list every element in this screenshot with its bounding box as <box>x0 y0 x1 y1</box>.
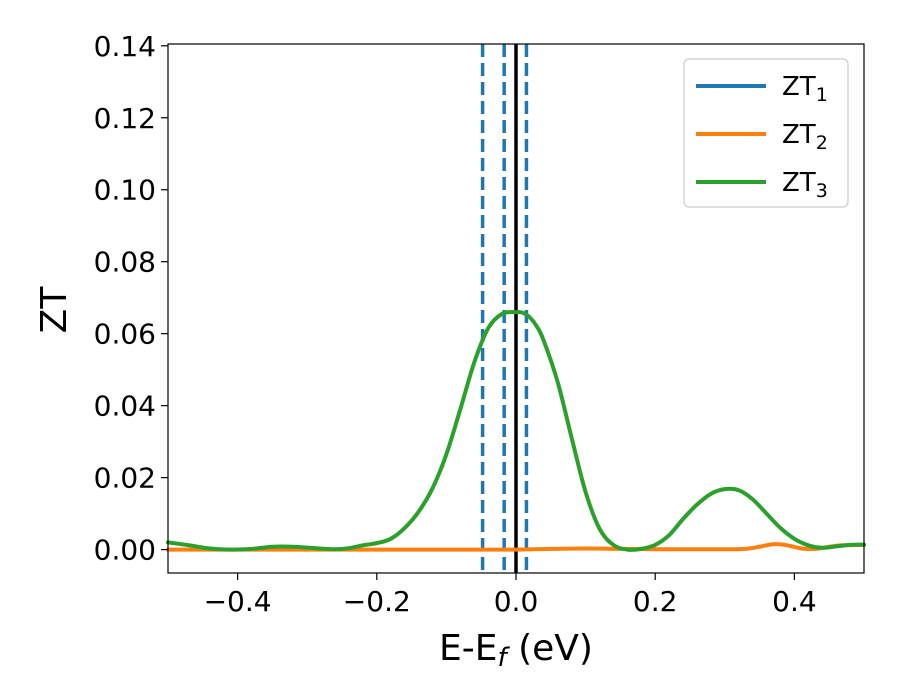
x-axis: −0.4 −0.2 0.0 0.2 0.4 <box>204 573 817 618</box>
y-tick-label: 0.06 <box>94 318 156 351</box>
x-tick-label: 0.4 <box>772 585 817 618</box>
x-tick-label: 0.0 <box>494 585 539 618</box>
y-tick-label: 0.04 <box>94 390 156 423</box>
series-line-3 <box>166 310 866 552</box>
legend-label-sub: 3 <box>816 180 828 202</box>
legend-label-sub: 2 <box>816 132 828 154</box>
x-axis-title: E-Ef (eV) <box>439 628 593 673</box>
x-tick-label: −0.4 <box>204 585 272 618</box>
y-tick-label: 0.14 <box>94 30 156 63</box>
y-tick-label: 0.02 <box>94 462 156 495</box>
y-axis-title: ZT <box>34 286 75 334</box>
series-lines <box>166 310 866 552</box>
x-tick-label: −0.2 <box>343 585 411 618</box>
y-axis: 0.00 0.02 0.04 0.06 0.08 0.10 0.12 0.14 <box>94 30 168 567</box>
y-tick-label: 0.12 <box>94 102 156 135</box>
legend-label-main: ZT <box>782 72 816 102</box>
legend-label-main: ZT <box>782 120 816 150</box>
legend-label-3: ZT3 <box>782 168 828 202</box>
legend-label-2: ZT2 <box>782 120 828 154</box>
reference-lines <box>480 44 529 573</box>
x-axis-title-main: E-E <box>439 628 497 669</box>
y-tick-label: 0.10 <box>94 174 156 207</box>
series-line-2 <box>166 542 866 552</box>
x-axis-title-unit: (eV) <box>507 628 593 669</box>
legend-label-main: ZT <box>782 168 816 198</box>
y-tick-label: 0.00 <box>94 534 156 567</box>
x-tick-label: 0.2 <box>633 585 678 618</box>
y-tick-label: 0.08 <box>94 246 156 279</box>
legend-label-1: ZT1 <box>782 72 828 106</box>
legend-label-sub: 1 <box>816 84 828 106</box>
